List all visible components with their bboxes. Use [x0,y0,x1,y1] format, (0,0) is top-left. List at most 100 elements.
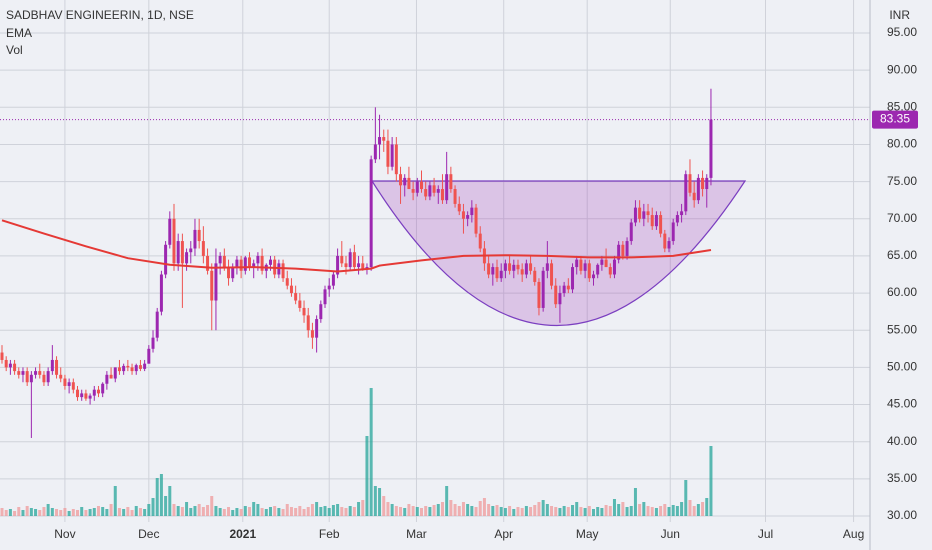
y-tick-label: 55.00 [887,322,917,336]
candle-body [478,233,482,249]
candle-body [281,263,285,279]
volume-bar [80,507,84,516]
volume-bar [294,508,298,516]
candle-body [558,293,562,305]
volume-bar [92,508,96,516]
candle-body [357,263,361,268]
candle-body [701,177,705,190]
candle-body [399,174,403,186]
volume-bar [189,508,193,516]
volume-bar [369,388,373,516]
y-tick-label: 30.00 [887,508,917,522]
candle-body [168,218,172,245]
candle-body [629,222,633,242]
volume-bar [159,474,163,516]
candle-body [96,389,100,394]
candle-body [197,229,201,242]
candle-body [466,215,470,219]
candle-body [138,365,142,369]
volume-bar [663,504,667,516]
candle-body [705,177,709,190]
candle-body [176,241,180,264]
volume-bar [218,508,222,516]
volume-bar [76,510,80,516]
volume-bar [554,507,558,516]
volume-bar [210,496,214,516]
volume-bar [701,502,705,516]
x-tick-label: Mar [406,527,427,541]
volume-bar [201,507,205,516]
candle-body [260,255,264,271]
volume-bar [411,506,415,516]
candle-body [117,367,121,372]
volume-bar [604,505,608,516]
candle-body [327,285,331,290]
volume-bar [654,508,658,516]
volume-bar [248,507,252,516]
x-tick-label: Jul [758,527,773,541]
volume-bar [256,504,260,516]
candle-body [529,263,533,271]
candle-body [361,263,365,270]
volume-bar [147,504,151,516]
candle-body [667,241,671,249]
volume-bar [688,500,692,516]
y-tick-label: 45.00 [887,397,917,411]
volume-bar [646,506,650,516]
candle-body [189,248,193,253]
volume-bar [537,502,541,516]
volume-bar [558,508,562,516]
candle-body [105,374,109,384]
volume-bar [390,504,394,516]
volume-bar [55,509,59,516]
x-tick-label: Apr [494,527,513,541]
candle-body [508,263,512,271]
candle-body [440,189,444,201]
x-tick-label: Feb [319,527,340,541]
candle-body [130,367,134,372]
volume-bar [331,505,335,516]
volume-bar [562,506,566,516]
candle-body [680,211,684,216]
candle-body [59,374,63,379]
volume-bar [705,498,709,516]
candle-body [113,367,117,379]
volume-bar [344,508,348,516]
volume-bar [197,504,201,516]
candle-body [583,263,587,271]
volume-bar [109,504,113,516]
volume-bar [520,508,524,516]
candle-body [239,259,243,271]
volume-bar [231,510,235,516]
volume-bar [466,504,470,516]
candle-body [386,140,390,167]
volume-bar [138,508,142,516]
volume-bar [155,478,159,516]
candle-body [428,185,432,197]
candle-body [55,359,59,375]
volume-bar [59,510,63,516]
candle-body [4,359,8,368]
volume-bar [650,507,654,516]
candle-body [17,371,21,375]
volume-bar [491,506,495,516]
candle-body [457,203,461,212]
volume-bar [176,506,180,516]
candle-body [575,259,579,268]
candle-body [633,207,637,223]
volume-bar [453,504,457,516]
volume-bar [302,509,306,516]
candle-body [533,270,537,282]
volume-bar [126,507,130,516]
candle-body [340,255,344,264]
x-tick-label: Aug [843,527,864,541]
volume-bar [583,508,587,516]
volume-bar [399,507,403,516]
volume-bar [596,507,600,516]
candle-body [29,374,33,383]
volume-bar [134,506,138,516]
volume-bar [642,502,646,516]
candle-body [67,382,71,386]
candle-body [243,257,247,271]
candle-body [445,174,449,201]
